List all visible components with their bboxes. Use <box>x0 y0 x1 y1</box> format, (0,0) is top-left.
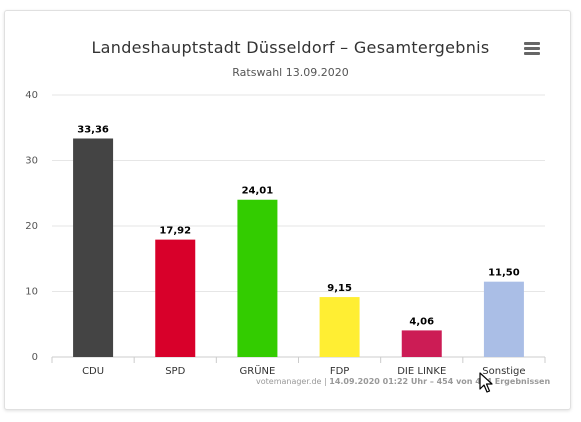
bar <box>401 330 442 357</box>
bar <box>319 297 360 357</box>
chart-title: Landeshauptstadt Düsseldorf – Gesamterge… <box>91 38 490 57</box>
y-tick-label: 20 <box>25 221 38 232</box>
y-tick-label: 40 <box>25 90 38 101</box>
mouse-pointer-icon <box>479 372 493 393</box>
credits-status: 14.09.2020 01:22 Uhr – 454 von 454 Ergeb… <box>329 377 551 386</box>
data-label: 9,15 <box>327 283 352 294</box>
x-tick-label: FDP <box>330 366 349 377</box>
x-tick-label: GRÜNE <box>240 364 276 377</box>
hamburger-menu-icon[interactable] <box>524 42 540 56</box>
data-label: 17,92 <box>159 226 191 237</box>
credits-separator: | <box>324 377 327 386</box>
y-tick-label: 30 <box>25 156 38 167</box>
y-tick-label: 0 <box>32 352 38 363</box>
data-label: 4,06 <box>409 316 434 327</box>
credits-text[interactable]: votemanager.de | 14.09.2020 01:22 Uhr – … <box>256 377 550 386</box>
chart-subtitle: Ratswahl 13.09.2020 <box>232 66 349 79</box>
y-tick-label: 10 <box>25 287 38 298</box>
bar <box>155 239 196 357</box>
x-tick-label: Sonstige <box>482 366 525 377</box>
data-label: 11,50 <box>488 268 520 279</box>
bar <box>73 138 114 357</box>
data-label: 24,01 <box>242 186 274 197</box>
bar <box>237 199 278 357</box>
x-tick-label: SPD <box>165 366 185 377</box>
credits-source[interactable]: votemanager.de <box>256 377 322 386</box>
data-label: 33,36 <box>77 124 109 135</box>
x-tick-label: DIE LINKE <box>397 366 446 377</box>
x-tick-label: CDU <box>82 366 104 377</box>
bar <box>483 281 524 357</box>
